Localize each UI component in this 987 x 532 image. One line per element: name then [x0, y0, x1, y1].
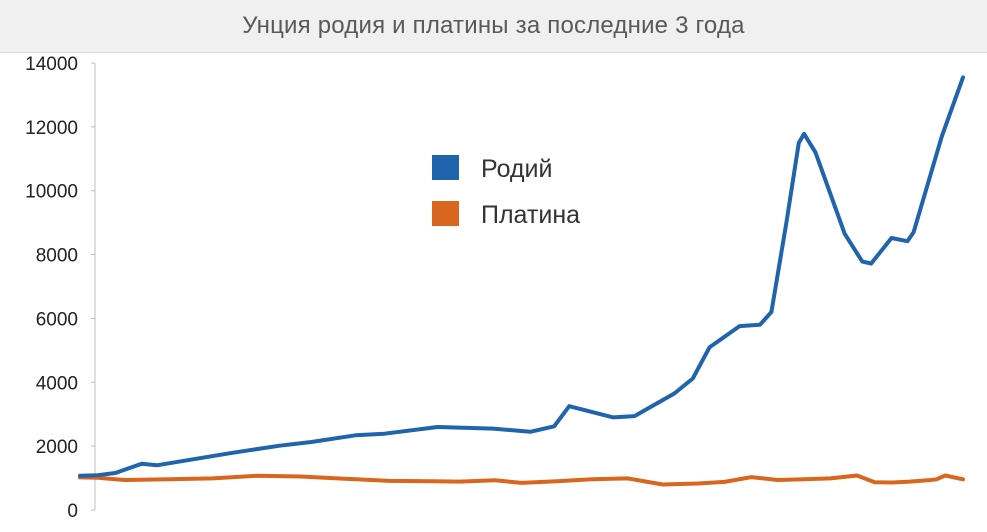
- series-line-platinum: [78, 473, 965, 487]
- legend-label-rhodium: Родий: [481, 155, 552, 183]
- legend-swatch-rhodium: [432, 155, 459, 180]
- y-tick-label: 4000: [36, 373, 78, 394]
- y-tick-label: 14000: [25, 54, 78, 75]
- y-tick-label: 10000: [25, 182, 78, 203]
- legend-label-platinum: Платина: [481, 201, 580, 229]
- y-tick-label: 8000: [36, 246, 78, 267]
- chart-title-bar: Унция родия и платины за последние 3 год…: [0, 0, 987, 53]
- y-tick-label: 12000: [25, 118, 78, 139]
- chart-title: Унция родия и платины за последние 3 год…: [242, 12, 745, 39]
- y-tick-label: 0: [67, 501, 78, 522]
- y-tick-label: 6000: [36, 309, 78, 330]
- legend-swatch-platinum: [432, 201, 459, 226]
- y-tick-label: 2000: [36, 437, 78, 458]
- series-line-rhodium: [78, 75, 965, 478]
